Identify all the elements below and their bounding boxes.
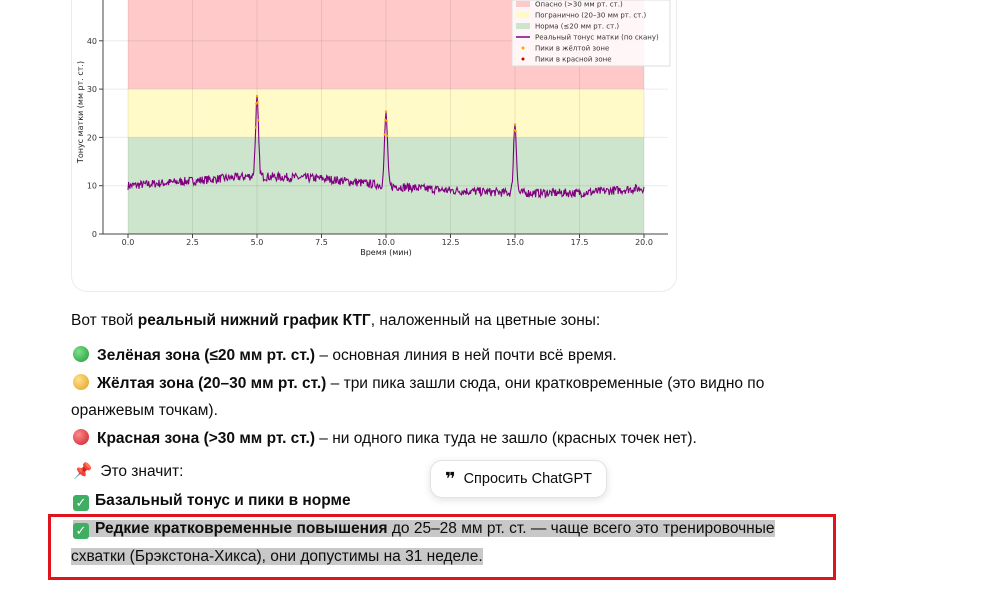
red-zone-item: Красная зона (>30 мм рт. ст.) – ни одног… [73,425,697,453]
yellow-peak-marker [513,123,517,126]
rare-peaks-line: ✓ Редкие кратковременные повышения до 25–… [73,515,775,543]
yellow-peak-marker [383,133,386,136]
x-tick-label: 2.5 [186,238,199,247]
x-tick-label: 15.0 [506,238,524,247]
y-tick-label: 40 [87,37,97,46]
means-line: 📌 Это значит: [73,463,184,480]
x-tick-label: 17.5 [571,238,589,247]
rare-peaks-line-cont: схватки (Брэкстона-Хикса), они допустимы… [71,548,483,565]
x-tick-label: 7.5 [315,238,328,247]
ask-chatgpt-label: Спросить ChatGPT [463,471,593,487]
legend-swatch [516,12,530,18]
x-tick-label: 5.0 [251,238,264,247]
legend-swatch [516,23,530,29]
legend-swatch [521,46,525,50]
x-tick-label: 20.0 [635,238,653,247]
checkmark-icon: ✓ [73,523,89,539]
yellow-peak-marker [256,101,259,104]
x-tick-label: 12.5 [442,238,460,247]
ktg-chart: 0.0 2.5 5.0 7.5 10.0 12.5 15.0 17.5 20.0 0 10 20 30 4… [76,0,671,257]
legend-label: Пики в жёлтой зоне [535,45,609,53]
yellow-zone-item-cont: оранжевым точкам). [71,402,218,419]
x-axis-label: Время (мин) [360,248,412,257]
yellow-peak-marker [257,119,260,122]
legend-label: Опасно (>30 мм рт. ст.) [535,1,623,9]
green-zone-item: Зелёная зона (≤20 мм рт. ст.) – основная… [73,342,617,370]
checkmark-icon: ✓ [73,495,89,511]
pushpin-icon: 📌 [73,463,93,480]
yellow-peak-marker [514,130,517,133]
yellow-zone-item: Жёлтая зона (20–30 мм рт. ст.) – три пик… [73,370,764,398]
legend-label: Реальный тонус матки (по скану) [535,34,659,42]
zone-band-2 [128,137,644,234]
legend-swatch [521,57,525,61]
red-circle-icon [73,429,89,445]
y-tick-label: 10 [87,182,97,191]
green-circle-icon [73,346,89,362]
yellow-peak-marker [385,119,388,123]
legend-swatch [516,1,530,7]
norm-line: ✓ Базальный тонус и пики в норме [73,487,351,515]
yellow-peak-marker [255,94,259,98]
legend-label: Норма (≤20 мм рт. ст.) [535,23,619,31]
quote-icon: ❞ [445,469,456,489]
legend-label: Погранично (20–30 мм рт. ст.) [535,12,646,20]
x-tick-label: 0.0 [122,238,135,247]
x-tick-label: 10.0 [377,238,395,247]
y-tick-label: 0 [92,230,97,239]
yellow-circle-icon [73,374,89,390]
legend-box [511,0,671,67]
y-tick-label: 30 [87,85,97,94]
legend-label: Пики в красной зоне [535,56,612,64]
highlight-box [48,514,836,580]
yellow-peak-marker [384,110,388,113]
yellow-peak-marker [386,134,389,137]
yellow-peak-marker [254,126,257,129]
y-tick-label: 20 [87,133,97,142]
ask-chatgpt-button[interactable]: ❞ Спросить ChatGPT [430,460,608,498]
y-axis-label: Тонус матки (мм рт. ст.) [76,61,85,164]
intro-paragraph: Вот твой реальный нижний график КТГ, нал… [71,312,601,329]
